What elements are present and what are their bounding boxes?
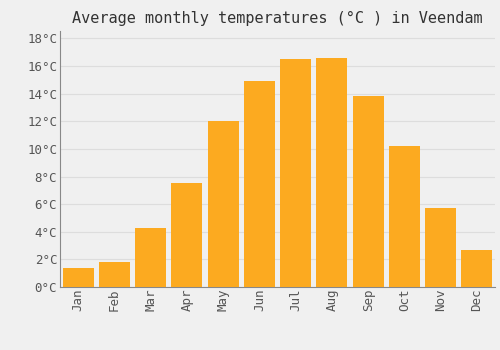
Title: Average monthly temperatures (°C ) in Veendam: Average monthly temperatures (°C ) in Ve… xyxy=(72,11,483,26)
Bar xyxy=(208,121,238,287)
Bar xyxy=(62,268,94,287)
Bar xyxy=(280,59,311,287)
Bar xyxy=(99,262,130,287)
Bar xyxy=(316,58,348,287)
Bar xyxy=(462,250,492,287)
Bar xyxy=(244,81,275,287)
Bar xyxy=(135,228,166,287)
Bar xyxy=(389,146,420,287)
Bar xyxy=(172,183,202,287)
Bar xyxy=(352,96,384,287)
Bar xyxy=(425,208,456,287)
